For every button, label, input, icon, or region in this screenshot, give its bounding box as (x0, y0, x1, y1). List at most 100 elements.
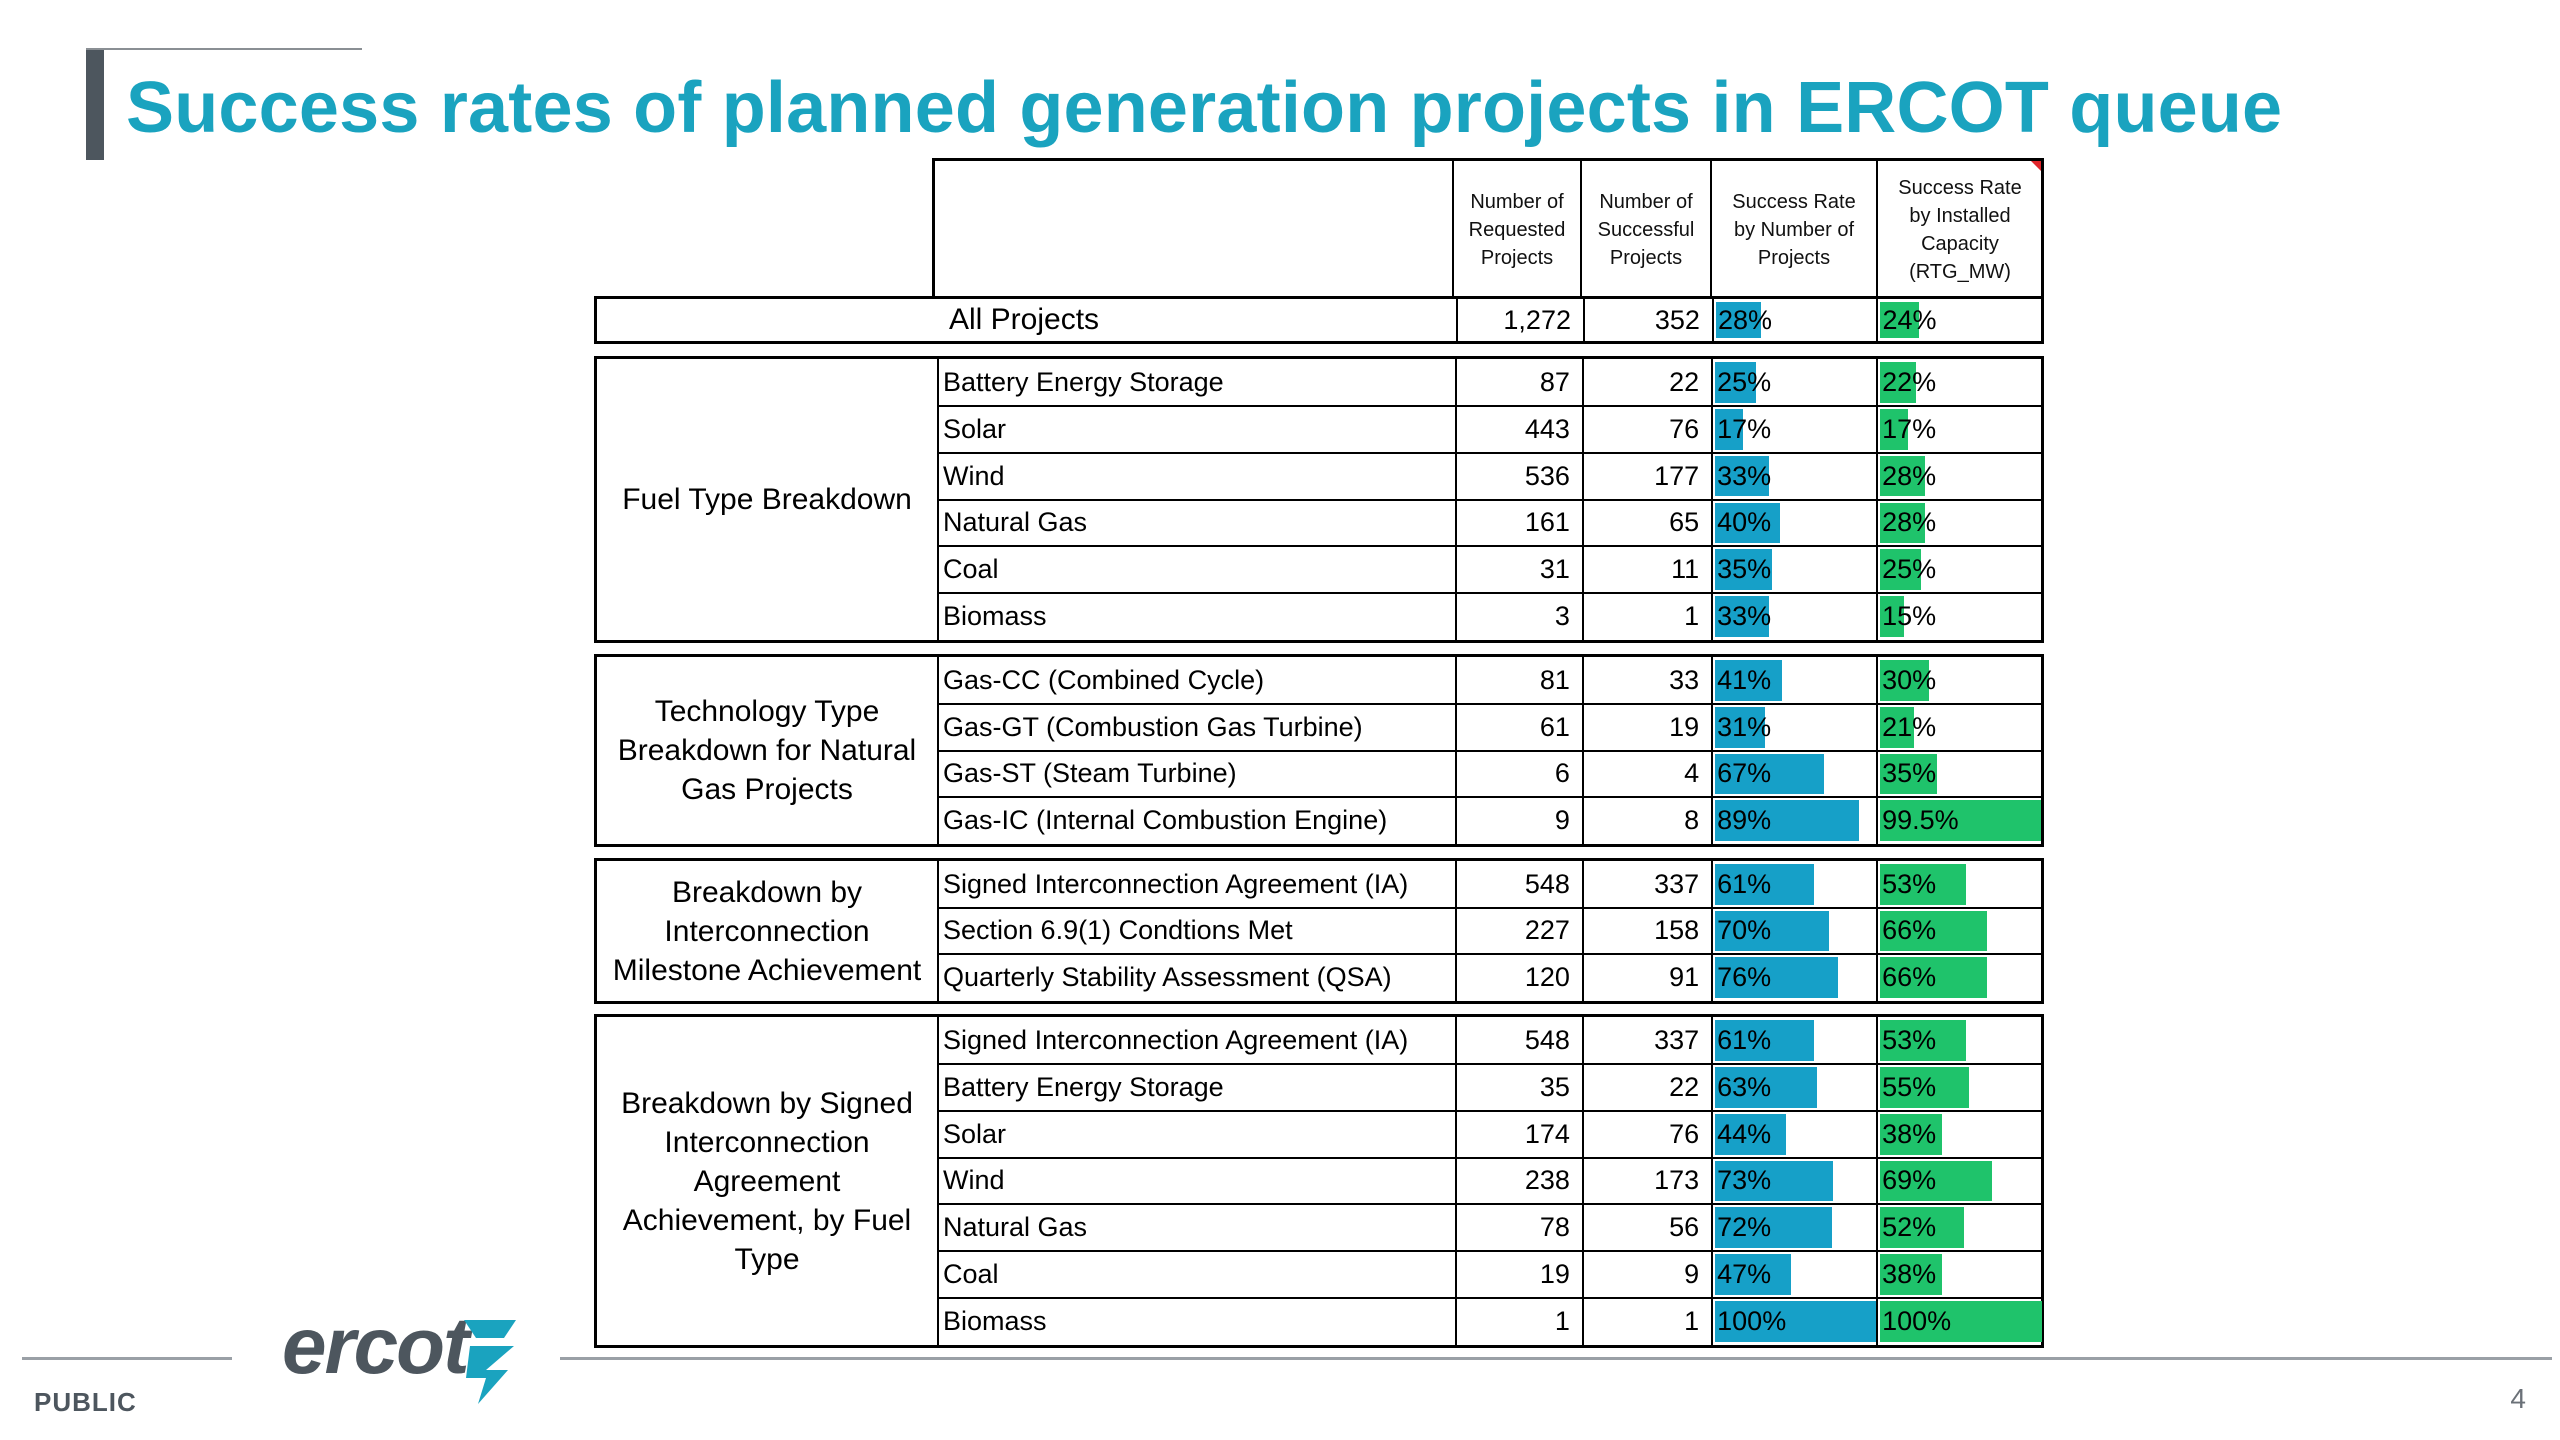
row-rate-capacity-cell: 28% (1876, 499, 2041, 547)
rate-capacity-bar (1880, 706, 1915, 748)
row-divider (937, 1297, 2041, 1300)
row-name: Wind (937, 452, 1455, 500)
row-divider (937, 451, 2041, 454)
group-label: Technology Type Breakdown for Natural Ga… (617, 695, 917, 806)
table-row: Solar 174 76 44% 38% (937, 1110, 2041, 1158)
row-requested: 161 (1454, 499, 1582, 547)
row-rate-capacity: 100% (1882, 1306, 1952, 1337)
group-label: Fuel Type Breakdown (622, 483, 912, 516)
rate-number-bar (1715, 753, 1824, 795)
row-successful: 173 (1581, 1157, 1711, 1205)
row-successful: 8 (1581, 797, 1711, 844)
all-rate-number-cell: 28% (1711, 299, 1877, 341)
row-requested: 6 (1454, 750, 1582, 798)
group-label: Breakdown by Signed Interconnection Agre… (621, 1086, 913, 1276)
title-top-rule (86, 48, 362, 50)
row-rate-number-cell: 73% (1711, 1157, 1876, 1205)
table-row: Quarterly Stability Assessment (QSA) 120 9… (937, 954, 2041, 1001)
row-rate-number-cell: 33% (1711, 452, 1876, 500)
rate-capacity-bar (1880, 660, 1929, 701)
row-rate-capacity: 22% (1882, 366, 1937, 397)
header-successful: Number of Successful Projects (1580, 161, 1710, 298)
row-requested: 443 (1454, 405, 1582, 453)
rate-number-bar (1715, 408, 1743, 450)
row-requested: 548 (1454, 1017, 1582, 1064)
all-rate-capacity-cell: 24% (1876, 299, 2041, 341)
row-rate-number-cell: 17% (1711, 405, 1876, 453)
ercot-logo: ercot (282, 1301, 470, 1390)
rate-capacity-bar (1880, 1301, 2043, 1342)
row-name: Battery Energy Storage (937, 1063, 1455, 1111)
row-divider (937, 404, 2041, 407)
table-row: Coal 31 11 35% 25% (937, 546, 2041, 594)
row-divider (937, 1203, 2041, 1206)
header-requested: Number of Requested Projects (1452, 161, 1580, 298)
row-rate-number: 89% (1717, 805, 1772, 836)
rate-capacity-bar (1880, 455, 1926, 497)
row-rate-number-cell: 44% (1711, 1110, 1876, 1158)
rate-capacity-bar (1880, 1020, 1966, 1061)
table-row: Wind 238 173 73% 69% (937, 1157, 2041, 1205)
row-requested: 61 (1454, 703, 1582, 751)
row-name: Gas-ST (Steam Turbine) (937, 750, 1455, 798)
rate-number-bar (1715, 1207, 1832, 1249)
table-row: Coal 19 9 47% 38% (937, 1251, 2041, 1299)
row-rate-capacity-cell: 52% (1876, 1204, 2041, 1252)
row-rate-capacity: 15% (1882, 601, 1937, 632)
row-rate-capacity-cell: 35% (1876, 750, 2041, 798)
row-name: Gas-GT (Combustion Gas Turbine) (937, 703, 1455, 751)
rate-capacity-bar (1880, 753, 1937, 795)
row-requested: 9 (1454, 797, 1582, 844)
row-rate-number: 47% (1717, 1259, 1772, 1290)
rate-number-bar (1715, 1066, 1818, 1108)
table-row: Gas-CC (Combined Cycle) 81 33 41% 30% (937, 657, 2041, 704)
row-name: Coal (937, 546, 1455, 594)
row-rate-number: 31% (1717, 711, 1772, 742)
all-rate-capacity-bar (1880, 302, 1920, 338)
row-successful: 22 (1581, 359, 1711, 406)
row-requested: 227 (1454, 907, 1582, 955)
rate-capacity-bar (1880, 800, 2042, 841)
row-rate-capacity: 66% (1882, 915, 1937, 946)
all-rate-capacity: 24% (1882, 304, 1937, 335)
row-successful: 33 (1581, 657, 1711, 704)
group-rows: Battery Energy Storage 87 22 25% 22% Solar 443… (937, 359, 2041, 640)
row-rate-capacity: 55% (1882, 1071, 1937, 1102)
row-rate-number: 100% (1717, 1306, 1787, 1337)
row-rate-number-cell: 67% (1711, 750, 1876, 798)
row-requested: 87 (1454, 359, 1582, 406)
row-name: Natural Gas (937, 1204, 1455, 1252)
rate-number-bar (1715, 1160, 1834, 1202)
row-successful: 91 (1581, 954, 1711, 1001)
row-rate-number-cell: 33% (1711, 593, 1876, 640)
row-name: Biomass (937, 1298, 1455, 1345)
footer-rule-right (560, 1357, 2552, 1360)
row-divider (937, 1250, 2041, 1253)
row-rate-number-cell: 31% (1711, 703, 1876, 751)
table-row: Battery Energy Storage 87 22 25% 22% (937, 359, 2041, 406)
rate-number-bar (1715, 549, 1772, 591)
table-row: Signed Interconnection Agreement (IA) 548… (937, 861, 2041, 908)
row-rate-capacity-cell: 21% (1876, 703, 2041, 751)
row-rate-capacity: 21% (1882, 711, 1937, 742)
row-rate-capacity-cell: 25% (1876, 546, 2041, 594)
all-rate-number-bar (1715, 302, 1762, 338)
row-rate-capacity-cell: 55% (1876, 1063, 2041, 1111)
table-row: Section 6.9(1) Condtions Met 227 158 70% 66% (937, 907, 2041, 955)
row-rate-capacity: 35% (1882, 758, 1937, 789)
row-successful: 19 (1581, 703, 1711, 751)
row-rate-number-cell: 40% (1711, 499, 1876, 547)
row-requested: 81 (1454, 657, 1582, 704)
row-rate-capacity: 28% (1882, 460, 1937, 491)
row-successful: 337 (1581, 861, 1711, 908)
row-successful: 4 (1581, 750, 1711, 798)
table-row: Solar 443 76 17% 17% (937, 405, 2041, 453)
row-divider (937, 702, 2041, 705)
rate-number-bar (1715, 1254, 1792, 1296)
table-row: Gas-IC (Internal Combustion Engine) 9 8 89%… (937, 797, 2042, 844)
row-rate-number: 76% (1717, 962, 1772, 993)
table-row: Natural Gas 161 65 40% 28% (937, 499, 2041, 547)
row-rate-number-cell: 72% (1711, 1204, 1876, 1252)
row-requested: 31 (1454, 546, 1582, 594)
group-2: Breakdown by Interconnection Milestone A… (594, 858, 2044, 1004)
